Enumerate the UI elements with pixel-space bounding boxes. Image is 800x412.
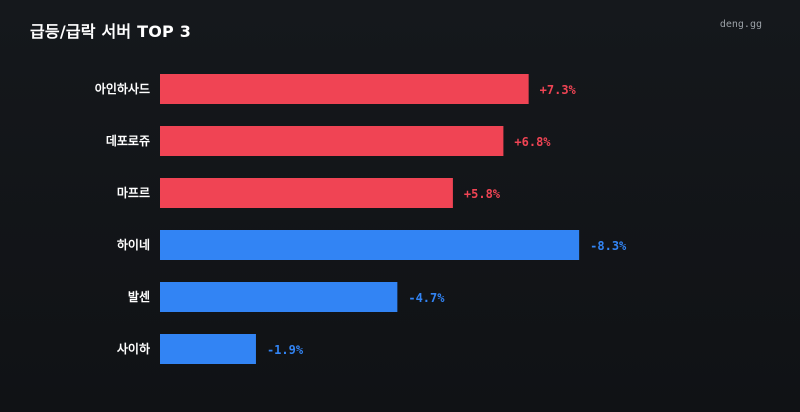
category-label: 발센 xyxy=(128,289,150,304)
value-label: +5.8% xyxy=(464,187,501,201)
value-label: -8.3% xyxy=(590,239,627,253)
category-label: 하이네 xyxy=(117,237,150,252)
value-label: -4.7% xyxy=(408,291,445,305)
bar-rise-3 xyxy=(160,178,453,208)
value-label: +7.3% xyxy=(540,83,577,97)
bar-fall-6 xyxy=(160,334,256,364)
brand-watermark: deng.gg xyxy=(719,19,762,30)
category-label: 아인하사드 xyxy=(95,81,150,96)
bar-rise-2 xyxy=(160,126,504,156)
value-label: -1.9% xyxy=(267,343,304,357)
value-label: +6.8% xyxy=(514,135,551,149)
category-label: 사이하 xyxy=(117,341,150,356)
category-label: 마프르 xyxy=(117,185,150,200)
bar-rise-1 xyxy=(160,74,529,104)
bar-fall-5 xyxy=(160,282,398,312)
category-label: 데포로쥬 xyxy=(106,134,150,148)
chart-title: 급등/급락 서버 TOP 3 xyxy=(30,22,192,41)
bar-fall-4 xyxy=(160,230,580,260)
